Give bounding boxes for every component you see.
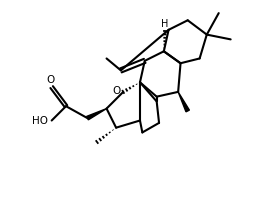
Polygon shape bbox=[87, 109, 107, 120]
Polygon shape bbox=[178, 92, 189, 112]
Text: O: O bbox=[112, 86, 120, 96]
Text: H: H bbox=[161, 19, 169, 29]
Text: HO: HO bbox=[32, 116, 48, 126]
Text: O: O bbox=[46, 75, 55, 85]
